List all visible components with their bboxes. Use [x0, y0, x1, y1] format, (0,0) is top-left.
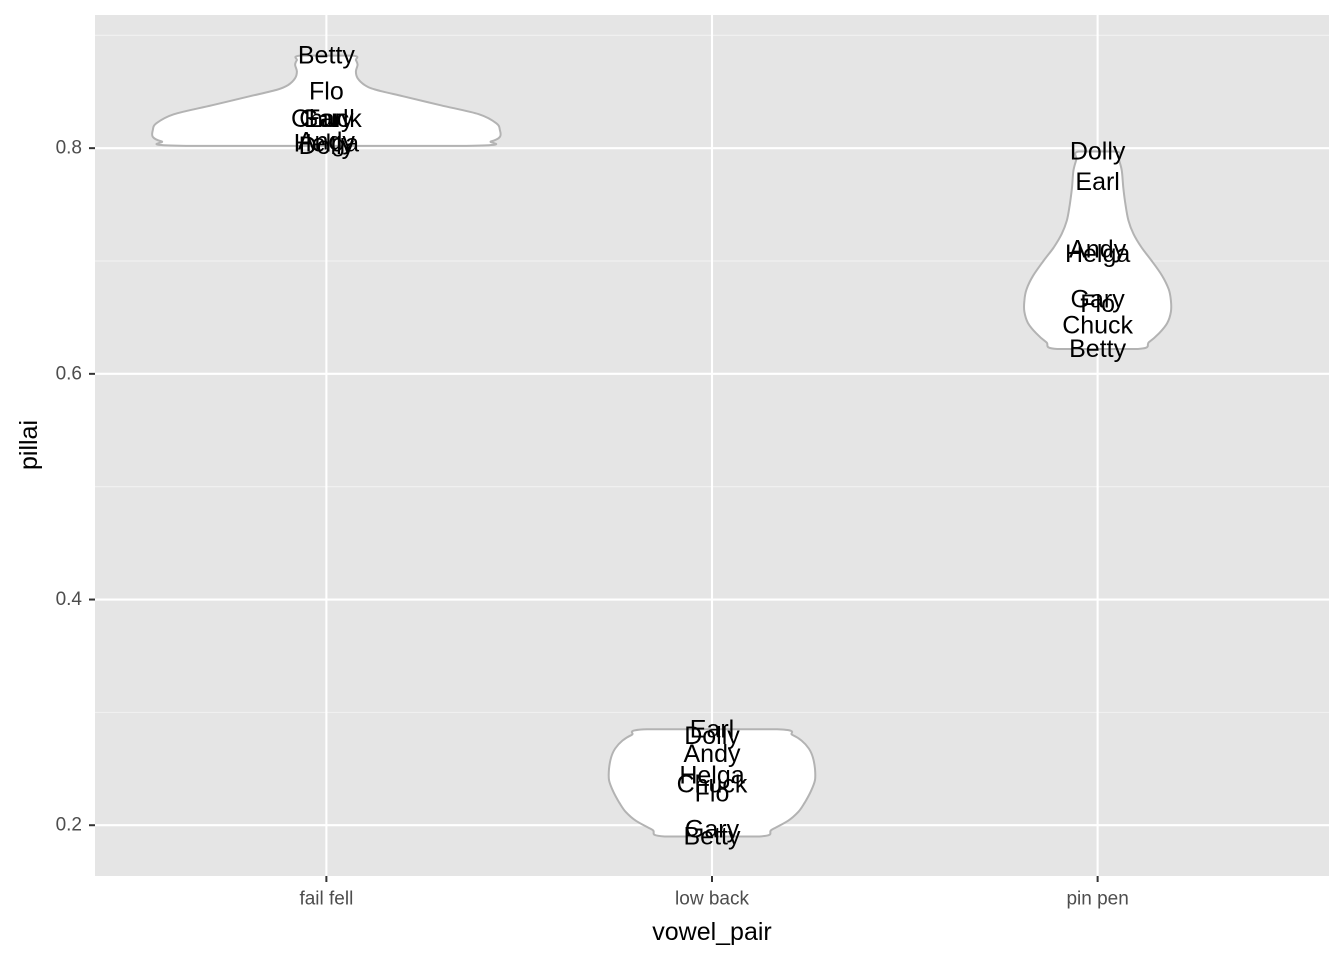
point-label: Flo: [695, 780, 730, 808]
point-label: Gary: [685, 816, 740, 844]
violin-fail-fell: [151, 54, 502, 147]
point-label: Gary: [299, 105, 354, 133]
point-label: Flo: [1080, 290, 1115, 318]
point-label: Helga: [1065, 240, 1130, 268]
point-label: Helga: [679, 762, 744, 790]
point-label: Gary: [1071, 285, 1126, 313]
point-label-layer: BettyFloChuckGaryEarlAndyHelgaDollyEarlD…: [291, 42, 1134, 851]
y-tick-label: 0.8: [56, 138, 82, 159]
point-label: Dolly: [684, 722, 740, 750]
point-label: Dolly: [299, 132, 355, 160]
point-label: Dolly: [1070, 138, 1126, 166]
point-label: Earl: [304, 105, 348, 133]
x-axis-title: vowel_pair: [652, 918, 772, 946]
point-label: Earl: [1075, 168, 1119, 196]
violin-pin-pen: [1022, 150, 1173, 350]
violin-layer: [151, 54, 1173, 838]
point-label: Andy: [684, 740, 741, 768]
point-label: Chuck: [1062, 311, 1133, 339]
point-label: Betty: [684, 823, 741, 851]
y-tick-label: 0.4: [56, 589, 83, 610]
violin-low-back: [607, 728, 817, 838]
x-axis: fail fell low back pin pen: [299, 876, 1129, 910]
y-axis-title: pillai: [15, 420, 43, 470]
y-tick-label: 0.2: [56, 815, 82, 836]
point-label: Helga: [294, 130, 359, 158]
point-label: Earl: [690, 715, 734, 743]
x-tick-label: low back: [675, 889, 749, 910]
point-label: Chuck: [291, 105, 362, 133]
point-label: Betty: [298, 42, 355, 70]
x-tick-label: fail fell: [299, 889, 353, 910]
point-label: Betty: [1069, 335, 1126, 363]
point-label: Flo: [309, 78, 344, 106]
y-axis: 0.2 0.4 0.6 0.8: [56, 138, 95, 836]
point-label: Chuck: [677, 771, 748, 799]
x-tick-label: pin pen: [1066, 889, 1128, 910]
y-tick-label: 0.6: [56, 363, 82, 384]
point-label: Andy: [298, 127, 355, 155]
point-label: Andy: [1069, 236, 1126, 264]
